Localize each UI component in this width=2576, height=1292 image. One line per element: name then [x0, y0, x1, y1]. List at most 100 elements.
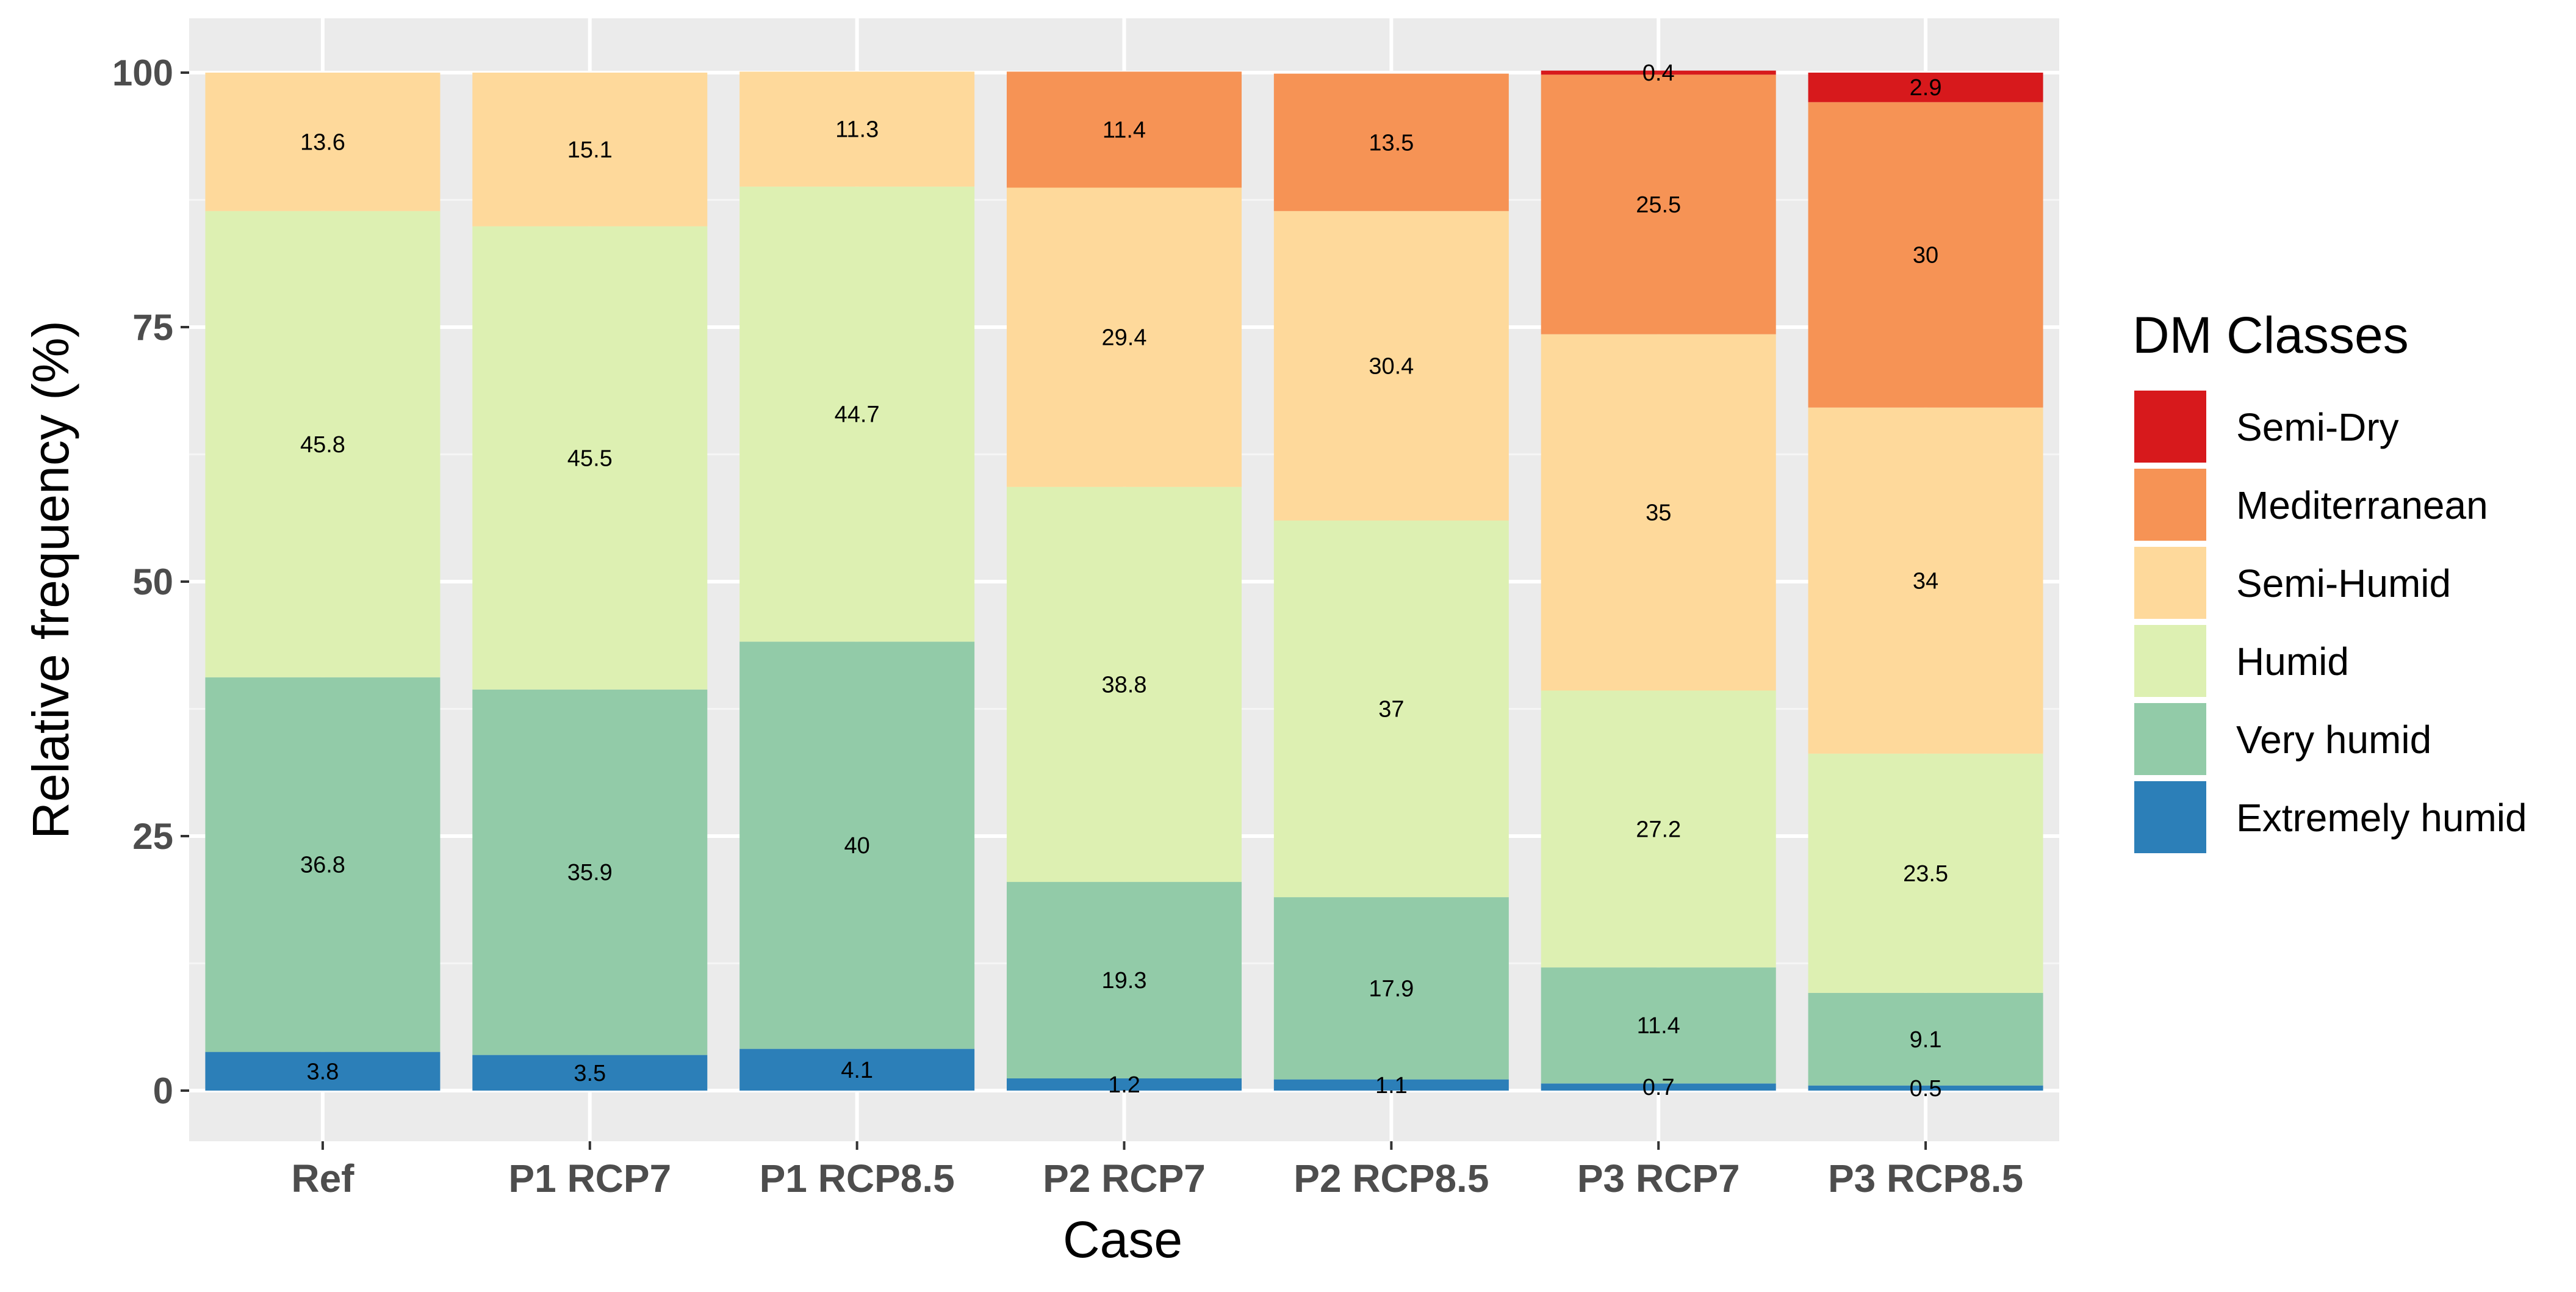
data-label: 23.5: [1903, 861, 1948, 887]
data-label: 0.4: [1642, 60, 1675, 86]
y-tick-label: 75: [132, 307, 173, 348]
y-tick-label: 0: [153, 1070, 173, 1111]
data-label: 30: [1913, 243, 1938, 269]
bar-segment: [1007, 187, 1242, 487]
bar-segment: [1808, 73, 2043, 103]
data-label: 35.9: [567, 860, 613, 886]
y-axis-title: Relative frequency (%): [22, 320, 79, 839]
bar-segment: [205, 211, 441, 677]
x-axis-title: Case: [1063, 1211, 1182, 1268]
data-label: 37: [1378, 697, 1404, 723]
bar-segment: [1541, 74, 1776, 334]
bar-segment: [1273, 897, 1509, 1080]
bar-segment: [1273, 520, 1509, 898]
data-label: 36.8: [300, 853, 345, 878]
bar-segment: [205, 677, 441, 1052]
legend-label: Extremely humid: [2236, 796, 2527, 840]
segment-labels: 3.8 36.8 45.8 13.6 3.5 35.9 45.5 15.1 4.1 40 44.7 1…: [300, 60, 1948, 1102]
data-label: 0.5: [1910, 1076, 1942, 1102]
bar-segment: [472, 226, 708, 690]
data-label: 4.1: [841, 1058, 873, 1083]
x-tick-label: P1 RCP8.5: [760, 1157, 955, 1200]
data-label: 3.8: [307, 1059, 339, 1084]
legend-swatch: [2134, 391, 2206, 463]
bar-segment: [739, 641, 975, 1049]
legend-swatch: [2134, 625, 2206, 697]
bar-segment: [1007, 71, 1242, 188]
data-label: 35: [1646, 500, 1671, 526]
data-label: 1.1: [1375, 1073, 1408, 1099]
y-tick-label: 25: [132, 816, 173, 857]
bar-segment: [1273, 1079, 1509, 1091]
bar-segment: [1541, 1083, 1776, 1091]
bar-segment: [1273, 73, 1509, 211]
bar-segment: [205, 73, 441, 211]
x-tick-label: P3 RCP7: [1577, 1157, 1740, 1200]
data-label: 13.5: [1369, 130, 1414, 156]
data-label: 45.5: [567, 446, 613, 471]
data-label: 11.4: [1637, 1013, 1680, 1039]
bar-segment: [1007, 486, 1242, 882]
data-label: 9.1: [1910, 1027, 1942, 1053]
data-label: 25.5: [1636, 192, 1681, 218]
legend: DM Classes Semi-Dry Mediterranean Semi-Hum…: [2132, 306, 2527, 853]
bar-segment: [1541, 967, 1776, 1084]
bar-segment: [739, 71, 975, 187]
data-label: 44.7: [835, 402, 880, 428]
y-axis: 0 25 50 75 100: [112, 52, 189, 1111]
data-label: 27.2: [1636, 817, 1681, 842]
data-label: 15.1: [567, 137, 613, 163]
bar-segment: [1273, 211, 1509, 521]
data-label: 1.2: [1108, 1072, 1140, 1098]
legend-label: Humid: [2236, 640, 2349, 684]
data-label: 30.4: [1369, 353, 1414, 379]
data-label: 11.3: [835, 117, 879, 143]
bar-segment: [1541, 690, 1776, 968]
legend-label: Semi-Humid: [2236, 561, 2451, 605]
data-label: 38.8: [1102, 672, 1147, 698]
legend-swatch: [2134, 547, 2206, 619]
y-tick-label: 50: [132, 561, 173, 602]
bar-segment: [1808, 992, 2043, 1086]
legend-label: Mediterranean: [2236, 483, 2488, 527]
legend-label: Semi-Dry: [2236, 405, 2399, 449]
legend-label: Very humid: [2236, 718, 2431, 762]
bar-segment: [1808, 407, 2043, 754]
bar-segment: [472, 73, 708, 226]
x-axis: Ref P1 RCP7 P1 RCP8.5 P2 RCP7 P2 RCP8.5 P3 RC…: [291, 1141, 2023, 1200]
data-label: 2.9: [1910, 75, 1942, 101]
y-tick-label: 100: [112, 52, 173, 93]
x-tick-label: Ref: [291, 1157, 354, 1200]
x-tick-label: P1 RCP7: [508, 1157, 671, 1200]
data-label: 40: [844, 833, 870, 859]
legend-title: DM Classes: [2132, 306, 2409, 364]
bar-segment: [1808, 753, 2043, 993]
x-tick-label: P2 RCP7: [1043, 1157, 1206, 1200]
bar-segment: [1007, 882, 1242, 1078]
bar-segment: [739, 186, 975, 642]
bar-segment: [739, 1048, 975, 1091]
x-tick-label: P3 RCP8.5: [1828, 1157, 2023, 1200]
data-label: 0.7: [1642, 1075, 1675, 1100]
data-label: 19.3: [1102, 968, 1147, 994]
legend-swatch: [2134, 703, 2206, 775]
data-label: 3.5: [574, 1061, 606, 1086]
bar-segment: [1808, 102, 2043, 408]
data-label: 13.6: [300, 129, 345, 155]
bar-segment: [1541, 334, 1776, 691]
bars: [205, 70, 2043, 1091]
data-label: 45.8: [300, 432, 345, 458]
x-tick-label: P2 RCP8.5: [1293, 1157, 1489, 1200]
bar-segment: [1541, 70, 1776, 75]
bar-segment: [1808, 1085, 2043, 1091]
data-label: 34: [1913, 568, 1938, 594]
data-label: 29.4: [1102, 325, 1147, 351]
bar-segment: [205, 1052, 441, 1091]
data-label: 11.4: [1103, 117, 1146, 143]
bar-segment: [472, 689, 708, 1055]
data-label: 17.9: [1369, 976, 1414, 1001]
bar-segment: [1007, 1078, 1242, 1091]
legend-swatch: [2134, 469, 2206, 541]
bar-segment: [472, 1055, 708, 1091]
